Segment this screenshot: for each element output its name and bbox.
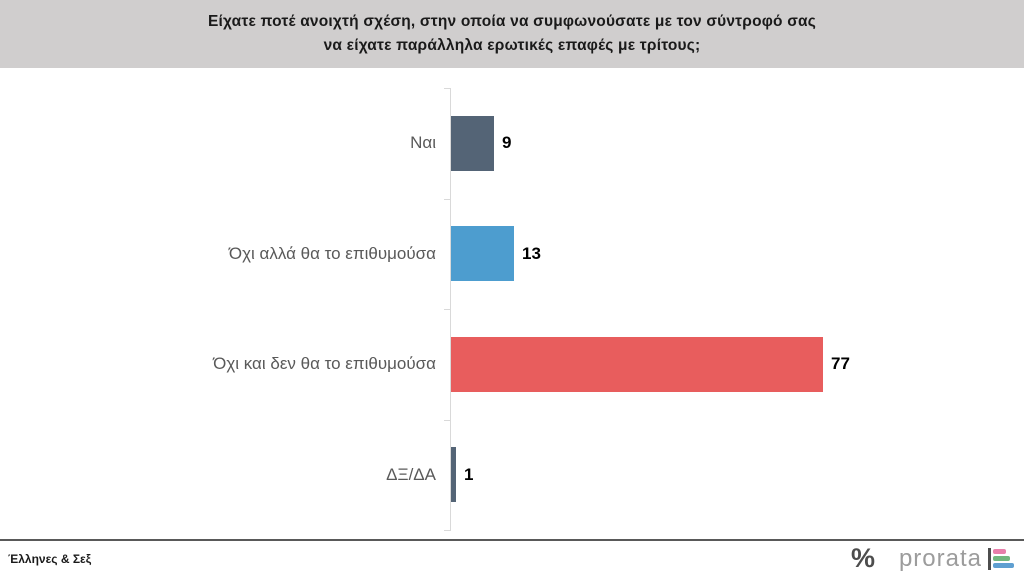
bar [451, 115, 494, 171]
bar-chart: Ναι 9 Όχι αλλά θα το επιθυμούσα 13 Όχι και δ… [0, 88, 1024, 531]
category-label: Όχι αλλά θα το επιθυμούσα [228, 243, 436, 263]
prorata-logo: % prorata [851, 543, 1016, 574]
bar [451, 336, 823, 392]
source-label: Έλληνες & Σεξ [8, 551, 92, 566]
axis-tick [444, 309, 451, 310]
bar-row: Όχι αλλά θα το επιθυμούσα 13 [0, 199, 1024, 310]
axis-tick [444, 199, 451, 200]
logo-stem [988, 547, 991, 570]
value-label: 77 [831, 354, 850, 374]
footer-divider [0, 539, 1024, 541]
logo-bar [993, 563, 1014, 568]
logo-bars [993, 549, 1014, 568]
prorata-wordmark: prorata [898, 544, 982, 572]
bar-row: Όχι και δεν θα το επιθυμούσα 77 [0, 309, 1024, 420]
category-label: ΔΞ/ΔΑ [386, 464, 436, 484]
percent-icon: % [850, 543, 875, 573]
value-label: 9 [502, 133, 512, 153]
logo-bar [993, 549, 1006, 554]
bar-row: ΔΞ/ΔΑ 1 [0, 420, 1024, 531]
chart-title-banner: Είχατε ποτέ ανοιχτή σχέση, στην οποία να… [0, 0, 1024, 68]
logo-bar [993, 556, 1010, 561]
prorata-barchart-icon [988, 547, 1014, 570]
bar-row: Ναι 9 [0, 88, 1024, 199]
bar [451, 447, 456, 503]
footer: Έλληνες & Σεξ % prorata [0, 541, 1024, 576]
axis-tick [444, 420, 451, 421]
axis-tick [444, 530, 451, 531]
chart-title-line-1: Είχατε ποτέ ανοιχτή σχέση, στην οποία να… [207, 12, 816, 30]
category-label: Όχι και δεν θα το επιθυμούσα [213, 354, 436, 374]
bar [451, 226, 514, 282]
value-label: 13 [522, 243, 541, 263]
category-label: Ναι [410, 133, 436, 153]
bar-rows: Ναι 9 Όχι αλλά θα το επιθυμούσα 13 Όχι και δ… [0, 88, 1024, 530]
value-label: 1 [464, 464, 474, 484]
axis-tick [444, 88, 451, 89]
chart-title-line-2: να είχατε παράλληλα ερωτικές επαφές με τ… [323, 37, 701, 54]
